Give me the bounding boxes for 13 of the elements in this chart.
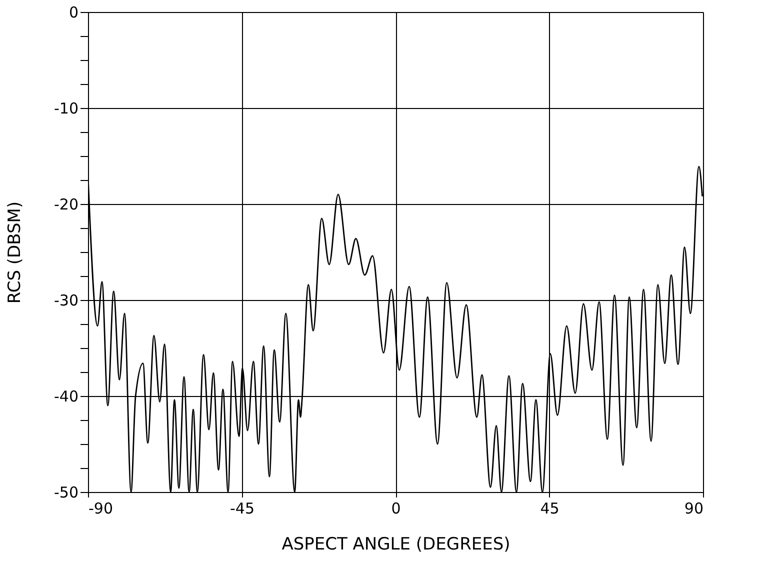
y-tick-label: -50 <box>54 484 78 502</box>
y-axis-title: RCS (DBSM) <box>5 201 25 304</box>
x-tick-label: 90 <box>684 500 704 518</box>
y-tick-label: -30 <box>54 292 78 310</box>
x-axis-title: ASPECT ANGLE (DEGREES) <box>282 534 510 554</box>
x-tick-label: 45 <box>540 500 560 518</box>
y-tick-label: 0 <box>68 4 78 22</box>
y-tick-label: -20 <box>54 196 78 214</box>
y-tick-label: -40 <box>54 388 78 406</box>
x-tick-label: 0 <box>391 500 401 518</box>
x-tick-label: -90 <box>88 500 113 518</box>
x-tick-label: -45 <box>230 500 254 518</box>
y-tick-label: -10 <box>54 100 78 118</box>
